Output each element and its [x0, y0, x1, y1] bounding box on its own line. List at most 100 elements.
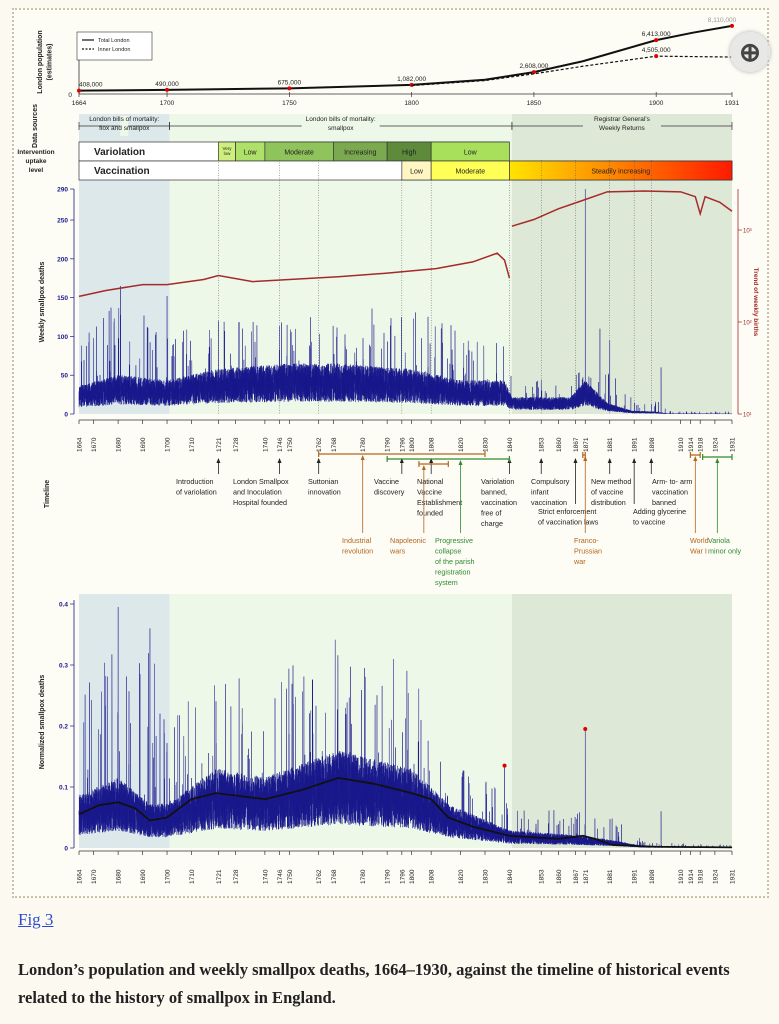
normalized-x-tick-label-line: 1808 [429, 869, 436, 884]
weekly-deaths-y-tick-label-line: 200 [57, 256, 68, 263]
timeline-tick-label-line: 1871 [583, 437, 590, 452]
uptake-cell-label-line: Moderate [284, 150, 314, 157]
births-y-tick-label: 10³ [743, 229, 752, 235]
uptake-row-label-line: Vaccination [94, 166, 150, 177]
data-source-label: London bills of mortality: flox and small… [89, 116, 159, 132]
figure-link[interactable]: Fig 3 [18, 910, 54, 929]
normalized-y-tick-label-line: 0.3 [59, 663, 68, 670]
normalized-x-tick-label: 1881 [607, 869, 614, 884]
normalized-y-tick-label-line: 0 [64, 846, 68, 853]
timeline-tick-label-line: 1796 [399, 437, 406, 452]
normalized-x-tick-label: 1924 [712, 869, 719, 884]
timeline-event-label-line: and Inoculation [233, 488, 282, 497]
normalized-y-tick-label-line: 0.4 [59, 602, 68, 609]
population-point [165, 87, 170, 92]
timeline-tick-label: 1820 [458, 437, 465, 452]
population-point [654, 54, 659, 59]
timeline-event-label: Suttonian innovation [308, 477, 341, 497]
population-point [77, 88, 81, 93]
normalized-x-tick-label-line: 1867 [573, 869, 580, 884]
timeline-event-label-line: Industrial [342, 536, 372, 545]
population-value-label-line: 2,608,000 [519, 63, 548, 70]
weekly-deaths-y-tick-label: 250 [57, 218, 68, 225]
timeline-event-label-line: revolution [342, 547, 373, 556]
population-axis-label-line: (estimates) [47, 44, 54, 81]
arrowhead-icon [632, 458, 637, 463]
normalized-x-tick-label: 1931 [730, 869, 737, 884]
normalized-x-tick-label-line: 1898 [649, 869, 656, 884]
timeline-tick-label: 1700 [165, 437, 172, 452]
timeline-tick-label-line: 1914 [688, 437, 695, 452]
population-value-label-line: 490,000 [155, 81, 179, 88]
timeline-tick-label: 1680 [116, 437, 123, 452]
magnifier-plus-icon[interactable]: ⊕ [730, 32, 770, 72]
births-y-tick-label: 10¹ [743, 413, 752, 419]
uptake-cell-label: Low [464, 150, 478, 157]
uptake-level-label-line: level [29, 167, 44, 174]
timeline-tick-label: 1840 [507, 437, 514, 452]
timeline-tick-label: 1750 [287, 437, 294, 452]
population-point [654, 38, 659, 43]
normalized-x-tick-label: 1762 [316, 869, 323, 884]
population-value-label-line: 8,110,000 [708, 17, 737, 24]
data-source-label-line: Registrar General's [594, 116, 651, 123]
normalized-x-tick-label: 1680 [116, 869, 123, 884]
population-line-total [78, 24, 733, 92]
data-source-label: London bills of mortality: smallpox [306, 116, 376, 132]
normalized-x-tick-label-line: 1710 [189, 869, 196, 884]
uptake-cell-label: Very low [222, 146, 232, 156]
timeline-tick-label-line: 1898 [649, 437, 656, 452]
timeline-event-label: Adding glycerine to vaccine [633, 507, 686, 527]
timeline-tick-label: 1910 [678, 437, 685, 452]
normalized-x-tick-label: 1768 [331, 869, 338, 884]
timeline-event-label: Arm- to- arm vaccination banned [652, 477, 692, 507]
timeline-event-label-line: collapse [435, 547, 461, 556]
arrowhead-icon [573, 458, 578, 463]
timeline-tick-label-line: 1808 [429, 437, 436, 452]
arrowhead-icon [583, 456, 588, 461]
figure-panel: London population (estimates) 0 1664 1700 175… [12, 8, 770, 898]
legend-label: Inner London [98, 47, 130, 53]
normalized-x-tick-label: 1898 [649, 869, 656, 884]
timeline-event-label: Napoleonic wars [389, 536, 426, 556]
timeline-event-label-line: Establishment [417, 498, 462, 507]
population-point [730, 23, 734, 28]
normalized-x-tick-label: 1867 [573, 869, 580, 884]
timeline-event-label: Franco- Prussian war [573, 536, 602, 566]
timeline-tick-label-line: 1918 [698, 437, 705, 452]
population-value-label-line: 6,413,000 [642, 31, 671, 38]
normalized-x-tick-label-line: 1891 [632, 869, 639, 884]
uptake-row-label: Variolation [94, 147, 145, 158]
population-value-label: 4,505,000 [642, 47, 671, 54]
uptake-cell-label-line: Low [244, 150, 258, 157]
timeline-tick-label-line: 1790 [385, 437, 392, 452]
timeline-event-label-line: Arm- to- arm [652, 477, 692, 486]
population-x-tick-label-line: 1900 [649, 100, 664, 107]
timeline-event-label-line: Vaccine [417, 488, 442, 497]
population-x-tick-label: 1664 [72, 100, 87, 107]
population-x-tick-label: 1850 [527, 100, 542, 107]
normalized-y-tick-label-line: 0.2 [59, 724, 68, 731]
timeline-event-label-line: Introduction [176, 477, 214, 486]
timeline-event-label: New method of vaccine distribution [591, 477, 631, 507]
normalized-x-tick-label: 1790 [385, 869, 392, 884]
timeline-tick-label: 1924 [712, 437, 719, 452]
timeline-event-label-line: Prussian [574, 547, 602, 556]
timeline-tick-label: 1740 [262, 437, 269, 452]
normalized-x-tick-label: 1728 [233, 869, 240, 884]
timeline-event-label-line: Vaccine [374, 477, 399, 486]
weekly-deaths-axis-label-line: Weekly smallpox deaths [39, 261, 46, 342]
normalized-y-tick-label: 0.1 [59, 785, 68, 792]
timeline-event-label-line: War I [690, 547, 707, 556]
normalized-trend-line [78, 776, 733, 849]
timeline-tick-label: 1664 [77, 437, 84, 452]
normalized-x-tick-label: 1664 [77, 869, 84, 884]
births-axis-label: Trend of weekly births [752, 268, 759, 337]
births-trend-line-1 [78, 252, 511, 298]
timeline-event-label: Compulsory infant vaccination [531, 477, 570, 507]
highlighted-peak-point [583, 727, 588, 732]
data-source-label-line: London bills of mortality: [306, 116, 376, 123]
timeline-event-label: Variolation banned, vaccination free of char… [481, 477, 517, 528]
normalized-x-tick-label-line: 1820 [458, 869, 465, 884]
timeline-tick-label: 1871 [583, 437, 590, 452]
